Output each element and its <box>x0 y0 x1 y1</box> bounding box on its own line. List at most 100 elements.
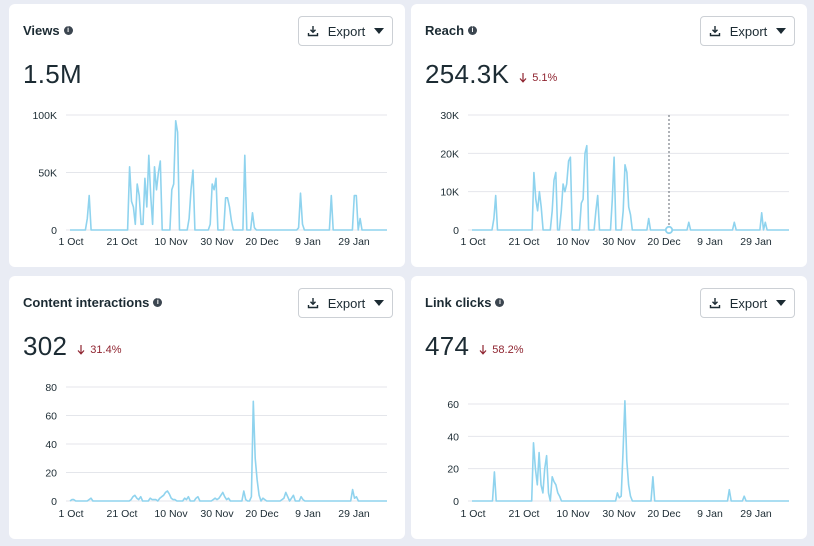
x-tick-label: 20 Dec <box>245 508 278 520</box>
reach-card: Reach i Export 254.3K 5.1% 0 10K 20K 30K 1 O… <box>411 4 807 267</box>
reach-chart[interactable]: 0 10K 20K 30K 1 Oct 21 Oct 10 Nov 30 Nov 20 Dec 9… <box>411 4 807 267</box>
export-label: Export <box>729 23 768 39</box>
info-icon[interactable]: i <box>468 26 478 35</box>
download-icon <box>709 26 720 37</box>
card-title: Reach i <box>425 23 478 38</box>
delta-value: 31.4% <box>90 344 122 356</box>
y-tick-label: 20 <box>447 464 459 476</box>
caret-down-icon <box>776 28 787 34</box>
export-label: Export <box>729 295 768 311</box>
x-tick-label: 1 Oct <box>58 508 83 520</box>
x-tick-label: 29 Jan <box>740 508 772 520</box>
series-line <box>69 400 387 502</box>
info-icon[interactable]: i <box>495 298 505 307</box>
x-tick-label: 21 Oct <box>509 236 540 248</box>
x-tick-label: 29 Jan <box>338 508 370 520</box>
card-title-text: Reach <box>425 23 465 38</box>
x-tick-label: 1 Oct <box>460 236 485 248</box>
y-tick-label: 40 <box>45 439 57 451</box>
export-button[interactable]: Export <box>700 16 795 46</box>
delta-value: 58.2% <box>492 344 524 356</box>
x-tick-label: 9 Jan <box>697 236 723 248</box>
y-tick-label: 100K <box>32 110 57 122</box>
delta-badge: 58.2% <box>479 344 523 356</box>
y-tick-label: 0 <box>453 496 459 508</box>
x-tick-label: 30 Nov <box>200 508 234 520</box>
content-interactions-chart[interactable]: 0 20 40 60 80 1 Oct 21 Oct 10 Nov 30 Nov 20 Dec 9 … <box>9 276 405 539</box>
caret-down-icon <box>776 300 787 306</box>
x-tick-label: 21 Oct <box>107 508 138 520</box>
card-title: Content interactions i <box>23 295 163 310</box>
x-tick-label: 9 Jan <box>697 508 723 520</box>
download-icon <box>709 298 720 309</box>
export-label: Export <box>327 295 366 311</box>
x-tick-label: 21 Oct <box>509 508 540 520</box>
export-label: Export <box>327 23 366 39</box>
series-line <box>472 144 789 231</box>
delta-badge: 31.4% <box>77 344 121 356</box>
metric: 254.3K 5.1% <box>425 59 557 90</box>
x-tick-label: 30 Nov <box>200 236 234 248</box>
x-tick-label: 30 Nov <box>602 236 636 248</box>
y-tick-label: 60 <box>45 411 57 423</box>
info-icon[interactable]: i <box>153 298 163 307</box>
x-tick-label: 1 Oct <box>460 508 485 520</box>
views-chart[interactable]: 0 50K 100K 1 Oct 21 Oct 10 Nov 30 Nov 20 Dec 9 J… <box>9 4 405 267</box>
arrow-down-icon <box>519 73 527 83</box>
metric: 302 31.4% <box>23 331 121 362</box>
card-title: Views i <box>23 23 73 38</box>
y-tick-label: 60 <box>447 399 459 411</box>
card-title-text: Link clicks <box>425 295 492 310</box>
metric-value: 474 <box>425 331 470 361</box>
arrow-down-icon <box>479 345 487 355</box>
caret-down-icon <box>374 28 385 34</box>
y-tick-label: 80 <box>45 382 57 394</box>
link-clicks-chart[interactable]: 0 20 40 60 1 Oct 21 Oct 10 Nov 30 Nov 20 Dec 9 Ja… <box>411 276 807 539</box>
delta-value: 5.1% <box>532 72 558 84</box>
x-tick-label: 20 Dec <box>647 508 680 520</box>
export-button[interactable]: Export <box>700 288 795 318</box>
download-icon <box>307 26 318 37</box>
y-tick-label: 10K <box>440 187 459 199</box>
x-tick-label: 30 Nov <box>602 508 636 520</box>
x-tick-label: 10 Nov <box>154 236 188 248</box>
metric-value: 302 <box>23 331 68 361</box>
y-tick-label: 0 <box>51 225 57 237</box>
y-tick-label: 30K <box>440 110 459 122</box>
x-tick-label: 9 Jan <box>295 236 321 248</box>
link-clicks-card: Link clicks i Export 474 58.2% 0 20 40 60 1 … <box>411 276 807 539</box>
card-title: Link clicks i <box>425 295 505 310</box>
caret-down-icon <box>374 300 385 306</box>
x-tick-label: 9 Jan <box>295 508 321 520</box>
download-icon <box>307 298 318 309</box>
series-line <box>472 400 789 502</box>
export-button[interactable]: Export <box>298 288 393 318</box>
delta-badge: 5.1% <box>519 72 557 84</box>
y-tick-label: 0 <box>453 225 459 237</box>
card-title-text: Content interactions <box>23 295 150 310</box>
y-tick-label: 20 <box>45 468 57 480</box>
series-line <box>70 120 387 231</box>
x-tick-label: 20 Dec <box>245 236 278 248</box>
card-title-text: Views <box>23 23 60 38</box>
views-card: Views i Export 1.5M 0 50K 100K 1 Oct 21 Oct 1… <box>9 4 405 267</box>
x-tick-label: 21 Oct <box>107 236 138 248</box>
hover-point <box>664 225 674 235</box>
x-tick-label: 1 Oct <box>58 236 83 248</box>
x-tick-label: 10 Nov <box>556 508 590 520</box>
export-button[interactable]: Export <box>298 16 393 46</box>
metric-value: 254.3K <box>425 59 510 89</box>
x-tick-label: 20 Dec <box>647 236 680 248</box>
y-tick-label: 20K <box>440 148 459 160</box>
metric-value: 1.5M <box>23 59 83 89</box>
x-tick-label: 29 Jan <box>740 236 772 248</box>
y-tick-label: 50K <box>38 168 57 180</box>
info-icon[interactable]: i <box>63 26 73 35</box>
arrow-down-icon <box>77 345 85 355</box>
x-tick-label: 10 Nov <box>556 236 590 248</box>
metric: 474 58.2% <box>425 331 523 362</box>
y-tick-label: 0 <box>51 496 57 508</box>
metric: 1.5M <box>23 59 82 90</box>
x-tick-label: 10 Nov <box>154 508 188 520</box>
content-interactions-card: Content interactions i Export 302 31.4% … <box>9 276 405 539</box>
